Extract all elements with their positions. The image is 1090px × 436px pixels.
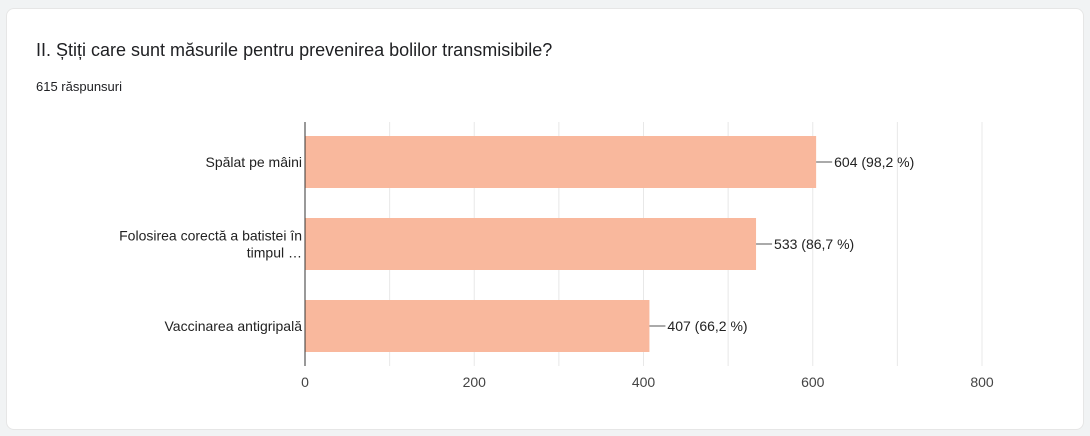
response-count: 615 răspunsuri [36,79,122,94]
chart-axis: 0 200 400 600 800 [301,122,994,390]
x-tick-label: 800 [970,374,994,390]
category-label: Spălat pe mâini [205,154,302,170]
x-tick-label: 600 [801,374,825,390]
question-title: II. Știți care sunt măsurile pentru prev… [36,40,553,60]
x-tick-label: 400 [632,374,656,390]
bar-2 [305,218,757,270]
chart-labels: 604 (98,2 %) Spălat pe mâini 533 (86,7 %) F… [119,154,914,334]
category-label: Vaccinarea antigripală [165,318,303,334]
bar-1 [305,136,817,188]
data-label: 533 (86,7 %) [774,236,854,252]
category-label: Folosirea corectă a batistei în [119,228,302,244]
x-tick-label: 0 [301,374,309,390]
x-tick-label: 200 [463,374,487,390]
data-label: 604 (98,2 %) [834,154,914,170]
category-label: timpul … [247,245,302,261]
data-label: 407 (66,2 %) [667,318,747,334]
chart-bars [305,136,817,352]
bar-3 [305,300,650,352]
